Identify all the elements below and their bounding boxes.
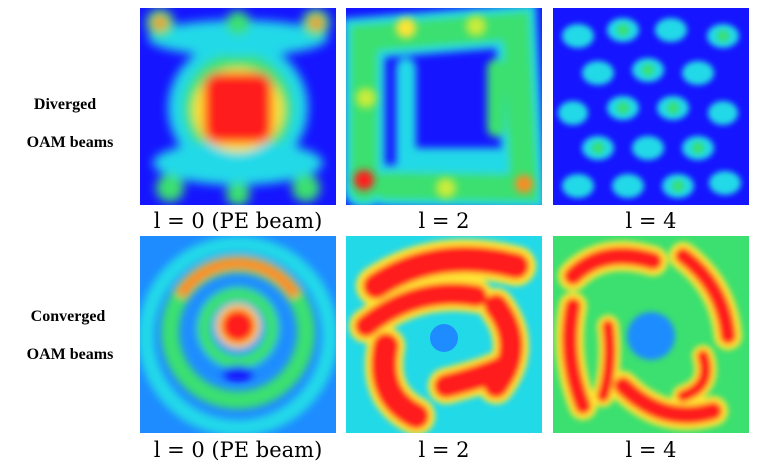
row-label-converged-line2: OAM beams [26, 346, 114, 363]
diverged-l0-heatmap [140, 8, 336, 205]
caption-diverged-l4: l = 4 [625, 209, 677, 233]
caption-converged-l4: l = 4 [625, 438, 677, 462]
caption-diverged-l0: l = 0 (PE beam) [153, 209, 323, 233]
row-label-diverged-line1: Diverged [33, 96, 97, 113]
diverged-l4-heatmap [553, 8, 749, 205]
diverged-l2-heatmap [346, 8, 542, 205]
converged-l0-heatmap [140, 236, 336, 433]
converged-l2-heatmap [346, 236, 542, 433]
row-label-converged-line1: Converged [30, 308, 106, 325]
caption-diverged-l2: l = 2 [418, 209, 470, 233]
caption-converged-l2: l = 2 [418, 438, 470, 462]
caption-converged-l0: l = 0 (PE beam) [153, 438, 323, 462]
row-label-diverged-line2: OAM beams [26, 134, 114, 151]
converged-l4-heatmap [553, 236, 749, 433]
